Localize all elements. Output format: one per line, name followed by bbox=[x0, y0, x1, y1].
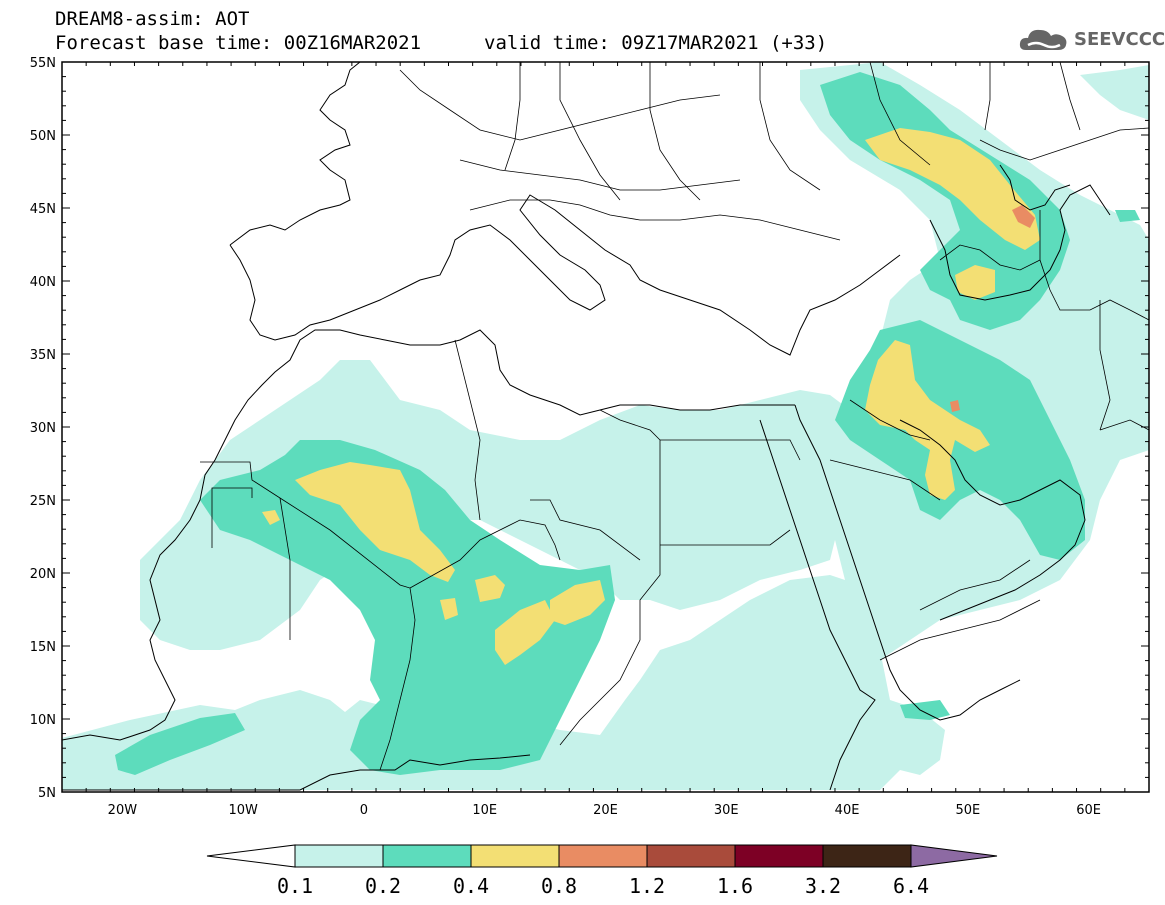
aot-field bbox=[62, 62, 1149, 791]
colorbar-max-arrow bbox=[910, 844, 998, 868]
colorbar-segment bbox=[294, 844, 384, 868]
lat-tick-label: 10N bbox=[30, 713, 56, 728]
lon-tick-label: 60E bbox=[1076, 803, 1101, 818]
colorbar-label: 3.2 bbox=[805, 874, 841, 898]
colorbar-segment bbox=[382, 844, 472, 868]
colorbar-segment bbox=[822, 844, 912, 868]
colorbar-min-arrow bbox=[206, 844, 296, 868]
forecast-base-time: Forecast base time: 00Z16MAR2021 bbox=[55, 32, 422, 54]
lat-tick-label: 20N bbox=[30, 567, 56, 582]
lat-tick-label: 55N bbox=[30, 56, 56, 71]
lat-tick-label: 40N bbox=[30, 275, 56, 290]
lon-tick-label: 10E bbox=[472, 803, 497, 818]
seevccc-logo: SEEVCCC bbox=[1018, 24, 1165, 54]
colorbar-label: 0.1 bbox=[277, 874, 313, 898]
colorbar-segment bbox=[646, 844, 736, 868]
lon-tick-label: 50E bbox=[955, 803, 980, 818]
lon-tick-label: 20W bbox=[108, 803, 138, 818]
colorbar-label: 6.4 bbox=[893, 874, 929, 898]
logo-text: SEEVCCC bbox=[1074, 28, 1165, 50]
colorbar-segment bbox=[734, 844, 824, 868]
valid-time: valid time: 09Z17MAR2021 (+33) bbox=[484, 32, 828, 54]
colorbar-segment bbox=[558, 844, 648, 868]
lon-tick-label: 30E bbox=[714, 803, 739, 818]
lon-tick-label: 20E bbox=[593, 803, 618, 818]
lat-tick-label: 35N bbox=[30, 348, 56, 363]
colorbar-label: 0.8 bbox=[541, 874, 577, 898]
colorbar-label: 0.2 bbox=[365, 874, 401, 898]
lat-tick-label: 25N bbox=[30, 494, 56, 509]
lat-tick-label: 5N bbox=[38, 786, 56, 801]
map-axes: 20W 10W 0 10E 20E 30E 40E 50E 60E 55N 50N 45N 40N 35N… bbox=[30, 56, 1150, 818]
aot-layer-0.8 bbox=[950, 205, 1035, 412]
colorbar-label: 0.4 bbox=[453, 874, 489, 898]
colorbar: 0.1 0.2 0.4 0.8 1.2 1.6 3.2 6.4 bbox=[206, 844, 998, 898]
coastlines bbox=[62, 62, 1111, 791]
lat-tick-label: 15N bbox=[30, 640, 56, 655]
aot-layer-0.4 bbox=[262, 128, 1040, 665]
colorbar-label: 1.2 bbox=[629, 874, 665, 898]
colorbar-segment bbox=[470, 844, 560, 868]
lat-tick-label: 45N bbox=[30, 202, 56, 217]
country-borders bbox=[200, 62, 1149, 771]
lon-tick-label: 0 bbox=[360, 803, 368, 818]
cloud-logo-icon bbox=[1019, 29, 1067, 50]
colorbar-label: 1.6 bbox=[717, 874, 753, 898]
lon-tick-label: 40E bbox=[835, 803, 860, 818]
lon-tick-label: 10W bbox=[228, 803, 258, 818]
lat-tick-label: 30N bbox=[30, 421, 56, 436]
lat-tick-label: 50N bbox=[30, 129, 56, 144]
product-title: DREAM8-assim: AOT bbox=[55, 8, 250, 30]
